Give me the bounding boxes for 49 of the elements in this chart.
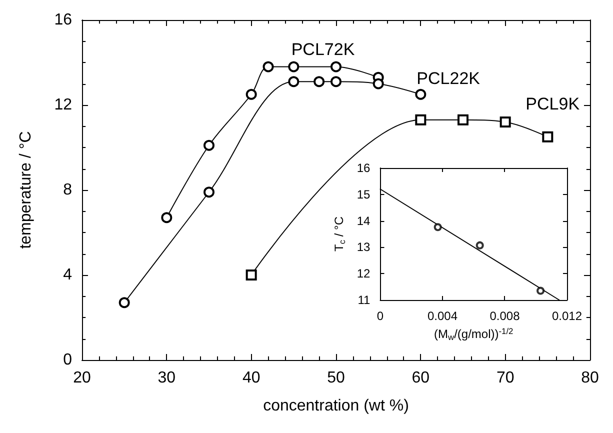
x-tick-label: 0.012 <box>552 309 582 323</box>
y-tick-label: 0 <box>63 352 72 368</box>
y-tick-label: 4 <box>63 266 72 284</box>
point <box>415 114 426 126</box>
point <box>415 88 426 100</box>
point <box>161 212 172 224</box>
x-tick-label: 40 <box>242 370 260 386</box>
point <box>330 61 342 72</box>
y-tick-label: 12 <box>54 96 72 114</box>
point <box>542 131 554 142</box>
point <box>204 186 214 198</box>
x-tick-label: 70 <box>496 370 514 386</box>
x-tick-label: 0 <box>376 309 384 323</box>
y-tick-label: 8 <box>63 182 72 198</box>
y-tick-label: 13 <box>356 240 371 254</box>
point <box>434 223 442 232</box>
point <box>288 61 300 72</box>
x-tick-label: 30 <box>158 370 176 386</box>
point <box>330 76 342 88</box>
point <box>262 61 274 72</box>
x-tick-label: 0.008 <box>490 309 520 323</box>
point <box>372 78 384 90</box>
point <box>204 140 214 151</box>
y-tick-label: 15 <box>356 187 371 202</box>
point <box>314 76 325 88</box>
point <box>500 116 511 128</box>
point <box>246 270 257 280</box>
x-axis-title: concentration (wt %) <box>263 398 409 414</box>
x-tick-label: 20 <box>73 370 91 386</box>
y-axis-title: temperature / °C <box>18 131 34 249</box>
y-tick-label: 16 <box>356 161 371 175</box>
y-tick-label: 12 <box>356 266 371 281</box>
point <box>458 114 468 126</box>
legend-label: PCL9K <box>526 94 580 114</box>
point <box>536 286 545 295</box>
legend-label: PCL72K <box>291 40 356 59</box>
x-tick-label: 80 <box>581 370 599 386</box>
y-tick-label: 14 <box>356 214 371 228</box>
point <box>246 88 257 100</box>
y-axis-title: Tc / °C <box>332 216 347 252</box>
x-tick-label: 60 <box>412 370 430 386</box>
series-label: PCL22K <box>416 68 481 88</box>
y-tick-label: 16 <box>54 12 72 28</box>
point <box>118 297 130 308</box>
point <box>476 241 484 250</box>
x-tick-label: 50 <box>327 370 345 386</box>
point <box>288 76 300 88</box>
x-tick-label: 0.004 <box>427 309 458 323</box>
y-tick-label: 11 <box>358 293 371 307</box>
